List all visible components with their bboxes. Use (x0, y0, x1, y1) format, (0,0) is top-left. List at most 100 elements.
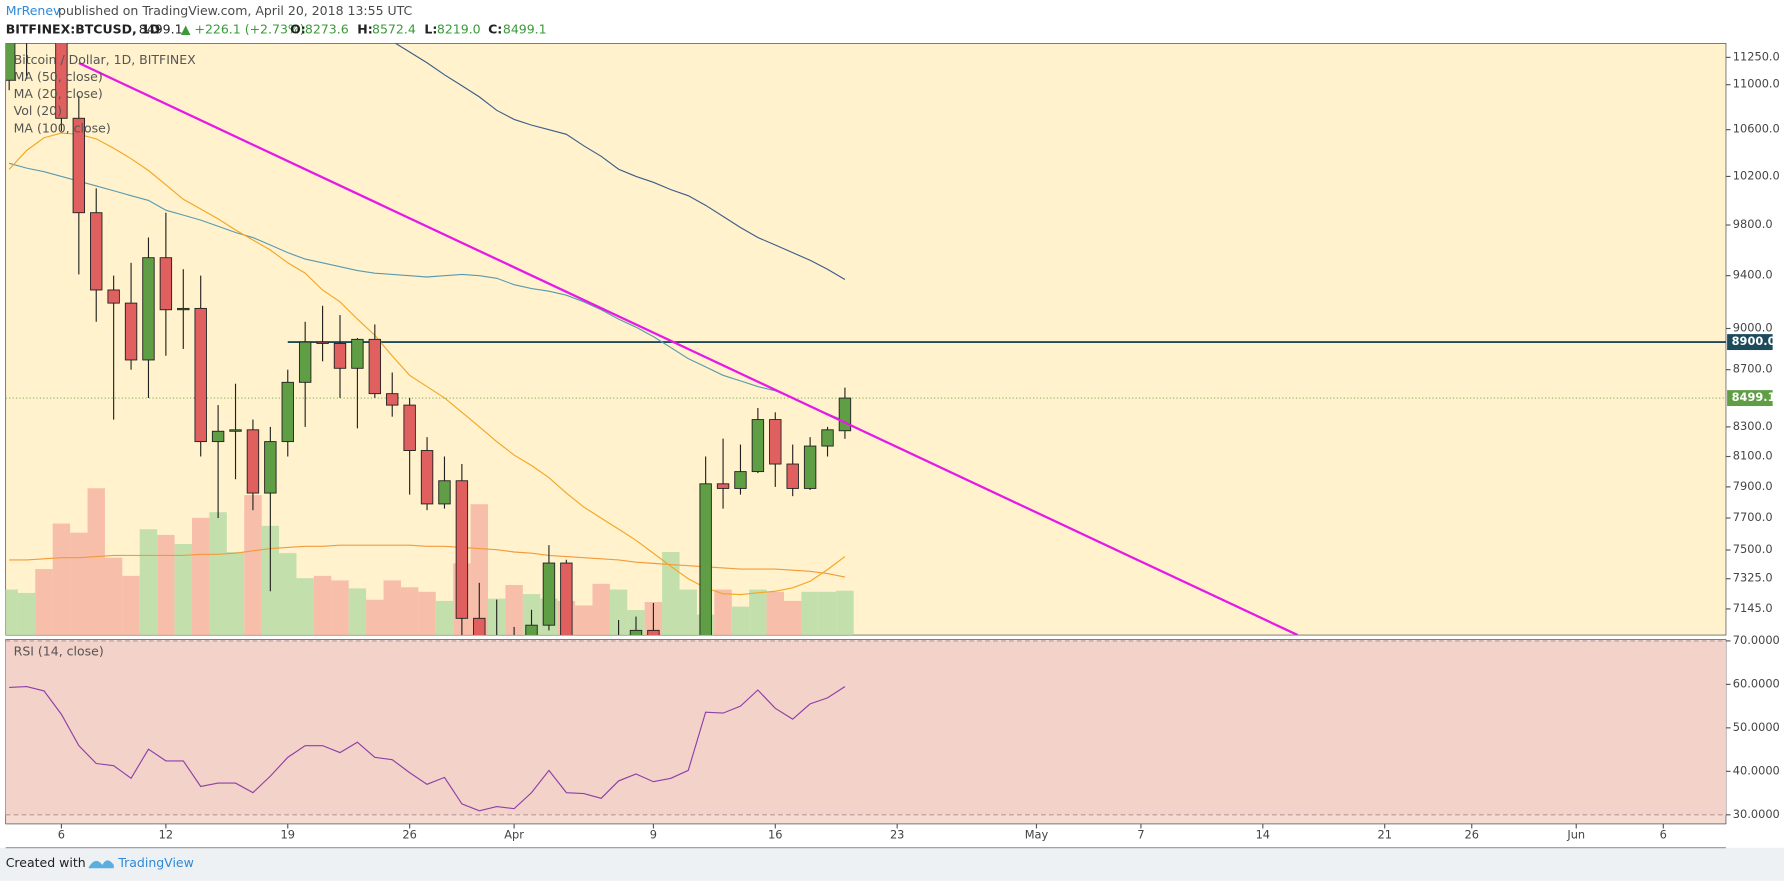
footer-created: Created with (6, 855, 86, 870)
level-label: 8900.0 (1732, 334, 1776, 348)
candle-body (142, 257, 155, 361)
open-label: O: (290, 21, 306, 36)
candle-body (298, 341, 312, 383)
candle-body (560, 562, 573, 636)
legend-entry: MA (20, close) (14, 86, 103, 101)
volume-bar (35, 569, 53, 636)
x-tick-label: Apr (504, 827, 524, 841)
high-label: H: (357, 21, 372, 36)
volume-bar (157, 534, 175, 636)
axes: 11250.0 11000.0 10600.0 10200.0 9800.0 9400.0… (58, 49, 1780, 841)
change: ▲ +226.1 (+2.73%) (181, 21, 305, 36)
tradingview-logo[interactable] (88, 860, 114, 869)
volume-bar (749, 589, 767, 636)
open-value: 8273.6 (305, 21, 349, 36)
close-value: 8499.1 (503, 21, 547, 36)
candle-body (751, 419, 765, 473)
volume-bar (104, 557, 123, 636)
y-tick-label: 8700.0 (1733, 362, 1773, 376)
rsi-tick-label: 60.0000 (1733, 676, 1780, 690)
rsi-title: RSI (14, close) (14, 644, 104, 659)
candle-body (333, 342, 347, 369)
y-tick-label: 7145.0 (1733, 601, 1773, 615)
x-tick-label: 7 (1137, 827, 1144, 841)
x-tick-label: Jun (1566, 827, 1585, 841)
trendline (78, 61, 1299, 636)
last-price-label: 8499.1 (1732, 390, 1776, 404)
legend-entry: Vol (20) (14, 103, 62, 118)
volume-bar (731, 606, 750, 636)
volume-bar (209, 512, 227, 636)
x-tick-label: 21 (1377, 827, 1391, 841)
candle-body (647, 629, 660, 636)
rsi-tick-label: 50.0000 (1733, 720, 1780, 734)
volume-bar (679, 589, 697, 636)
candle-body (5, 43, 16, 81)
y-tick-label: 7500.0 (1733, 542, 1773, 556)
volume-bar (139, 529, 158, 636)
volume-bar (470, 504, 488, 636)
footer-bar (0, 847, 1784, 881)
x-tick-label: 16 (768, 827, 782, 841)
published: published on TradingView.com, April 20, … (58, 3, 413, 18)
candle-body (716, 483, 730, 489)
y-tick-label: 10600.0 (1733, 122, 1780, 136)
x-tick-label: May (1025, 827, 1049, 841)
candle-body (107, 289, 120, 304)
volume-bar (818, 591, 837, 636)
candle-body (786, 463, 799, 489)
volume-bar (435, 600, 454, 636)
candle-body (90, 212, 103, 291)
candle-body (351, 338, 364, 369)
volume-bar (348, 588, 367, 636)
x-tick-label: 9 (650, 827, 657, 841)
volume-bar (783, 600, 802, 636)
candle-body (246, 429, 260, 494)
candle-body (734, 471, 747, 489)
candle-body (281, 381, 294, 443)
last-price: 8499.1 (139, 21, 183, 36)
candle-body (769, 419, 782, 465)
volume-bar (592, 583, 610, 636)
candle-body (177, 307, 190, 311)
y-tick-label: 8300.0 (1733, 419, 1773, 433)
y-tick-label: 9000.0 (1733, 320, 1773, 334)
volume-bar (52, 523, 71, 636)
x-tick-label: 14 (1256, 827, 1270, 841)
candle-body (821, 429, 834, 447)
volume-bar (313, 575, 332, 636)
x-tick-label: 19 (281, 827, 295, 841)
x-tick-label: 12 (159, 827, 173, 841)
candle-body (72, 117, 86, 214)
candle-body (455, 480, 469, 619)
y-tick-label: 7700.0 (1733, 510, 1773, 524)
candle-body (211, 430, 225, 443)
volume-bar (418, 591, 436, 636)
price-pane (5, 43, 1727, 636)
candle-body (55, 43, 68, 119)
volume-bar (191, 517, 210, 636)
volume-bar (609, 589, 628, 636)
rsi-band (5, 640, 1726, 815)
author[interactable]: MrRenev (6, 3, 61, 18)
legend-entry: MA (100, close) (14, 120, 111, 135)
moving-average (394, 43, 846, 280)
volume-bar (70, 532, 88, 636)
candle-body (386, 393, 399, 406)
x-tick-label: 26 (1465, 827, 1479, 841)
rsi-line (9, 686, 846, 812)
last-price-box (1727, 390, 1773, 407)
candle-body (316, 341, 329, 344)
high-value: 8572.4 (372, 21, 416, 36)
chart-title: Bitcoin / Dollar, 1D, BITFINEX (14, 52, 197, 67)
moving-average (9, 162, 846, 422)
volume-bar (174, 544, 192, 636)
volume-bar (366, 599, 384, 636)
candle-body (420, 450, 434, 505)
volume-bar (244, 495, 262, 636)
footer-brand[interactable]: TradingView (117, 855, 194, 870)
candle-body (159, 257, 173, 311)
x-tick-label: 23 (890, 827, 904, 841)
volume-bar (400, 587, 419, 636)
